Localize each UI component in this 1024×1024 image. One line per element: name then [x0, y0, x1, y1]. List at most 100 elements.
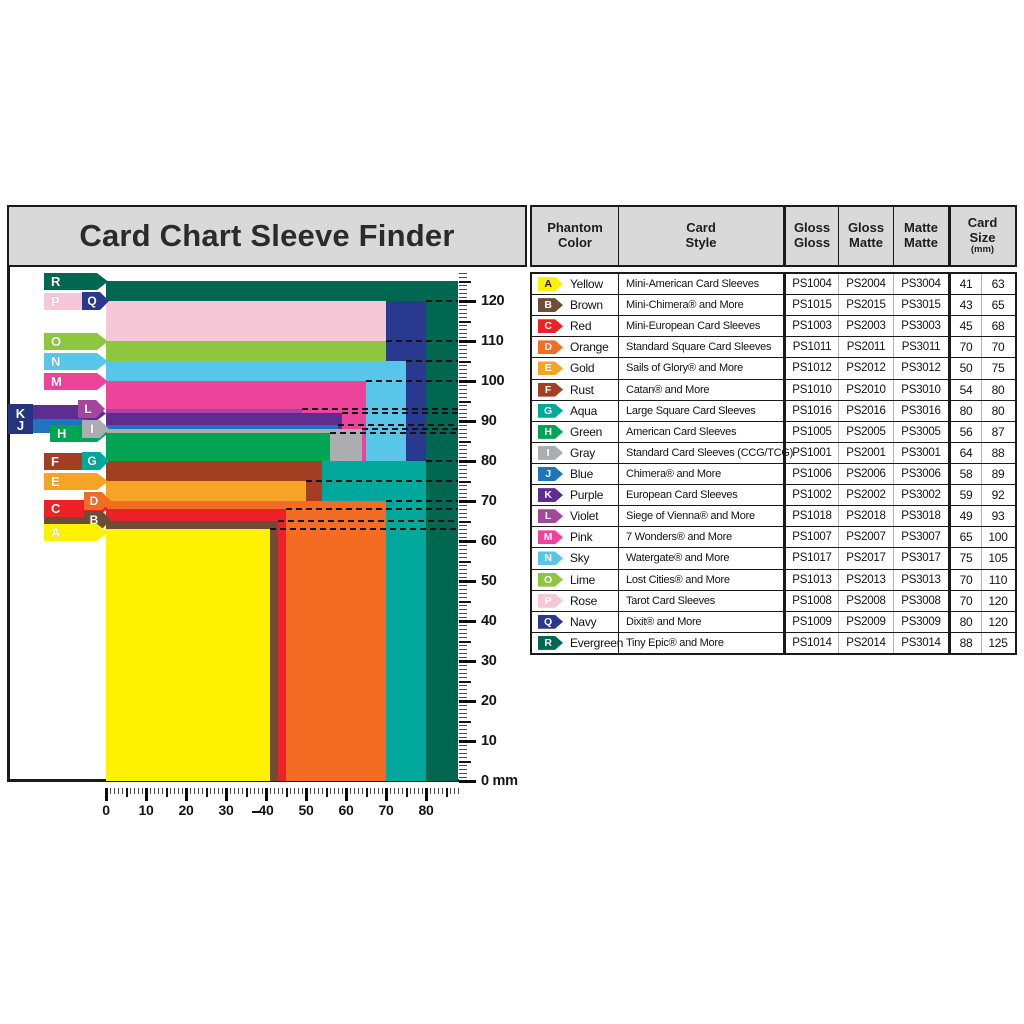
tag-letter-C: C	[51, 501, 61, 516]
phantom-color-badge-M: M	[538, 530, 563, 544]
card-height-mm: 110	[981, 569, 1014, 590]
right-ruler-tick	[459, 460, 476, 463]
bottom-ruler-tick	[345, 788, 348, 801]
tag-letter-M: M	[51, 374, 62, 389]
gloss-matte-code: PS2011	[838, 337, 893, 358]
bottom-ruler-tick	[398, 788, 399, 794]
card-width-mm: 70	[948, 569, 981, 590]
card-height-mm: 125	[981, 632, 1014, 653]
gloss-gloss-code: PS1003	[783, 316, 838, 337]
bottom-ruler-tick	[422, 788, 423, 794]
right-ruler-tick	[459, 700, 476, 703]
right-ruler-tick	[459, 345, 467, 346]
right-ruler-tick	[459, 405, 467, 406]
phantom-color-name: Rust	[570, 382, 594, 397]
bottom-ruler-tick	[362, 788, 363, 794]
sleeve-tag-R	[44, 273, 108, 290]
right-ruler-tick	[459, 540, 476, 543]
col-header-card-size: Card Size (mm)	[948, 207, 1014, 265]
card-height-mm: 68	[981, 316, 1014, 337]
right-ruler-tick	[459, 660, 476, 663]
card-height-mm: 88	[981, 442, 1014, 463]
right-ruler-tick	[459, 473, 467, 474]
phantom-color-name: Brown	[570, 298, 603, 313]
col-header-gloss-matte: Gloss Matte	[838, 207, 893, 265]
matte-matte-code: PS3012	[893, 358, 948, 379]
bottom-ruler-tick	[242, 788, 243, 794]
right-ruler-tick	[459, 317, 467, 318]
col-header-matte-matte: Matte Matte	[893, 207, 948, 265]
gloss-gloss-code: PS1005	[783, 421, 838, 442]
bottom-ruler-tick	[254, 788, 255, 794]
phantom-color-name: Orange	[570, 340, 609, 355]
right-ruler-tick	[459, 409, 467, 410]
card-width-mm: 45	[948, 316, 981, 337]
sleeve-rect-A	[106, 529, 270, 781]
tag-badge-G: G	[82, 452, 109, 470]
bottom-ruler-tick	[158, 788, 159, 794]
bottom-ruler-tick	[354, 788, 355, 794]
bottom-ruler-tick	[130, 788, 131, 794]
right-ruler-tick	[459, 465, 467, 466]
bottom-ruler-tick	[366, 788, 368, 797]
gloss-matte-code: PS2013	[838, 569, 893, 590]
card-style-cell: American Card Sleeves	[618, 421, 783, 442]
phantom-color-name: Evergreen	[570, 635, 624, 650]
matte-matte-code: PS3001	[893, 442, 948, 463]
table-row-E: E Gold Sails of Glory® and More PS1012 PS201…	[532, 358, 1015, 380]
gloss-matte-code: PS2006	[838, 463, 893, 485]
gloss-matte-code: PS2015	[838, 295, 893, 316]
right-ruler-tick	[459, 693, 467, 694]
right-ruler-tick	[459, 445, 467, 446]
size-dash-65mm	[278, 520, 458, 522]
bottom-ruler-tick	[114, 788, 115, 794]
col-header-phantom-color: Phantom Color	[547, 220, 603, 250]
sleeve-tag-B	[44, 517, 96, 526]
bottom-ruler-tick	[198, 788, 199, 794]
tag-letter-H: H	[57, 426, 67, 441]
right-ruler-tick	[459, 749, 467, 750]
table-header: Phantom Color Card Style Gloss Gloss Glo…	[530, 205, 1017, 267]
bottom-ruler-tick	[302, 788, 303, 794]
bottom-ruler-tick	[230, 788, 231, 794]
gloss-gloss-code: PS1015	[783, 295, 838, 316]
bottom-ruler-tick	[178, 788, 179, 794]
bottom-ruler-label-40: 40	[258, 802, 274, 818]
table-row-H: H Green American Card Sleeves PS1005 PS2005 P…	[532, 421, 1015, 443]
bottom-ruler-tick	[134, 788, 135, 794]
size-dash-110mm	[386, 340, 458, 342]
right-ruler-tick	[459, 377, 467, 378]
bottom-ruler-tick	[250, 788, 251, 794]
phantom-color-name: Violet	[570, 509, 599, 524]
gloss-gloss-code: PS1007	[783, 527, 838, 548]
right-ruler-tick	[459, 725, 467, 726]
table-row-C: C Red Mini-European Card Sleeves PS1003 PS20…	[532, 316, 1015, 338]
gloss-matte-code: PS2004	[838, 274, 893, 295]
table-row-A: A Yellow Mini-American Card Sleeves PS1004 P…	[532, 274, 1015, 296]
phantom-color-name: Lime	[570, 572, 596, 587]
gloss-matte-code: PS2005	[838, 421, 893, 442]
bottom-ruler-tick	[414, 788, 415, 794]
bottom-ruler-tick	[442, 788, 443, 794]
right-ruler-tick	[459, 597, 467, 598]
card-height-mm: 93	[981, 506, 1014, 527]
right-ruler-tick	[459, 289, 467, 290]
card-style-cell: Mini-Chimera® and More	[618, 295, 783, 316]
card-height-mm: 65	[981, 295, 1014, 316]
sleeve-table-body: A Yellow Mini-American Card Sleeves PS1004 P…	[530, 272, 1017, 655]
bottom-ruler-tick	[438, 788, 439, 794]
phantom-color-badge-O: O	[538, 573, 563, 587]
right-ruler-tick	[459, 740, 476, 743]
phantom-color-badge-N: N	[538, 551, 563, 565]
card-height-mm: 70	[981, 337, 1014, 358]
right-ruler-tick	[459, 380, 476, 383]
right-ruler-tick	[459, 645, 467, 646]
bottom-ruler-tick	[322, 788, 323, 794]
right-ruler-tick	[459, 413, 467, 414]
card-style-cell: 7 Wonders® and More	[618, 527, 783, 548]
phantom-color-name: Navy	[570, 614, 597, 629]
bottom-ruler-label-10: 10	[138, 802, 154, 818]
right-ruler-tick	[459, 653, 467, 654]
bottom-ruler-tick	[282, 788, 283, 794]
bottom-ruler-tick	[338, 788, 339, 794]
